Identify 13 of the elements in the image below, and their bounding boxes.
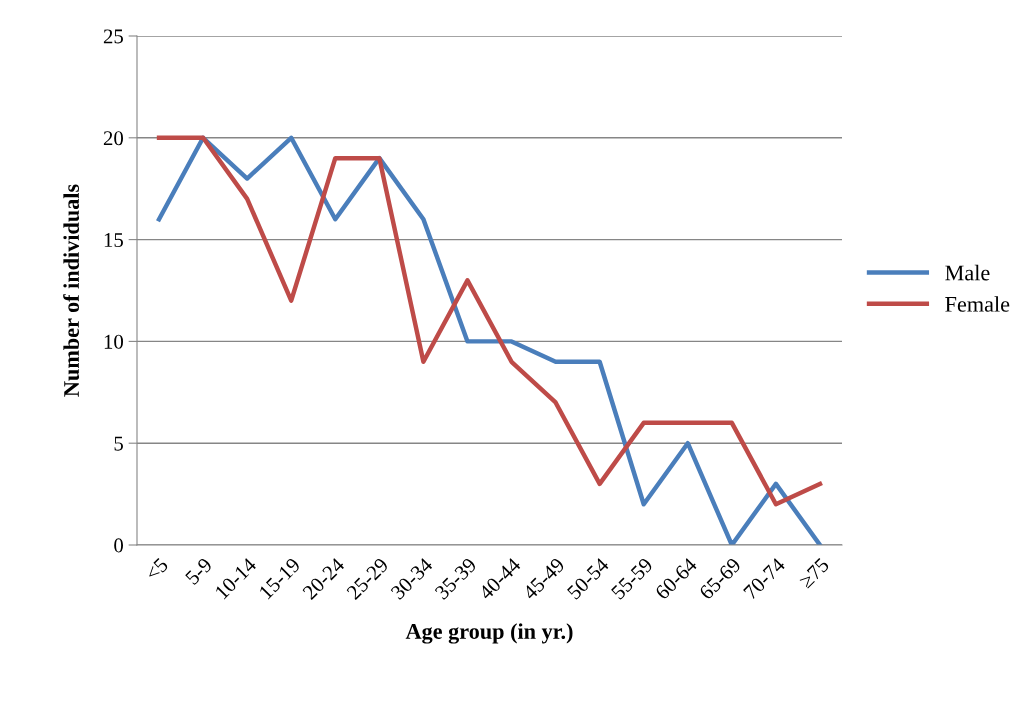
x-tick-label: 5-9 — [184, 557, 213, 586]
y-tick-label: 10 — [104, 334, 124, 349]
x-axis-title: Age group (in yr.) — [405, 623, 573, 644]
y-tick-label: 20 — [103, 131, 124, 146]
y-axis-title: Number of individuals — [63, 184, 80, 397]
y-tick-label: 5 — [114, 436, 123, 451]
legend-label: Female — [945, 296, 1010, 312]
legend-label: Male — [945, 264, 990, 281]
y-tick-label: 0 — [114, 538, 124, 553]
x-tick-label: <5 — [144, 557, 169, 582]
y-tick-label: 15 — [104, 233, 123, 248]
y-tick-label: 25 — [103, 29, 123, 44]
x-tick-label: ≥75 — [798, 557, 830, 589]
